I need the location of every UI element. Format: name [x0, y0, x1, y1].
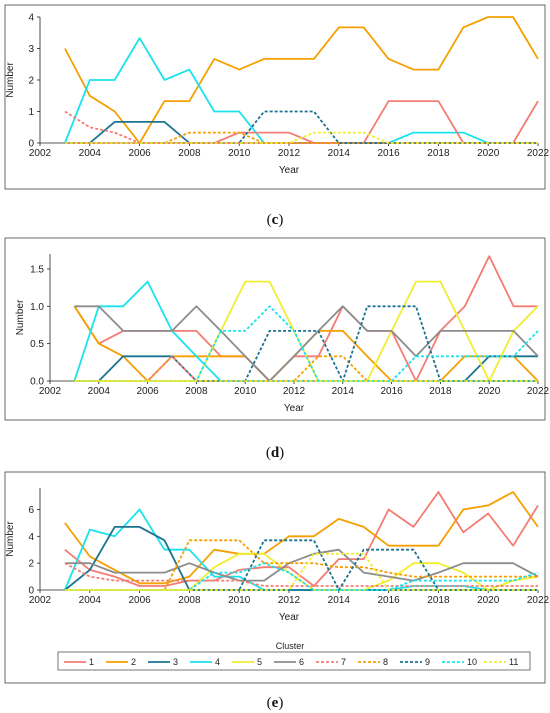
panel-e-caption: (e) — [267, 695, 284, 711]
d-y-tick-label: 1.5 — [30, 264, 44, 275]
c-y-tick-label: 3 — [28, 44, 34, 55]
d-y-tick-label: 0.5 — [30, 339, 44, 350]
e-y-axis-label: Number — [5, 521, 16, 557]
d-x-tick-label: 2016 — [380, 386, 403, 397]
e-x-tick-label: 2006 — [128, 595, 151, 606]
d-series-1-line — [73, 255, 538, 382]
d-x-tick-label: 2022 — [527, 386, 550, 397]
c-x-tick-label: 2010 — [228, 148, 251, 159]
c-series-3-line — [64, 121, 538, 144]
e-x-tick-label: 2002 — [29, 595, 52, 606]
c-series-11-line — [64, 131, 538, 144]
panel-c-chart: 2002 2004 2006 2008 2010 2012 2014 2016 2018 2020… — [4, 4, 550, 190]
d-x-tick-label: 2012 — [283, 386, 306, 397]
legend-label-10: 10 — [467, 657, 477, 667]
legend-label-6: 6 — [299, 657, 304, 667]
legend-label-9: 9 — [425, 657, 430, 667]
e-series-4-line — [64, 508, 538, 591]
e-series-6-line — [64, 548, 539, 582]
e-x-tick-label: 2014 — [328, 595, 351, 606]
c-y-tick-label: 0 — [28, 139, 34, 150]
e-y-tick-label: 6 — [28, 505, 34, 516]
e-series-10-line — [64, 562, 539, 591]
c-y-axis-label: Number — [5, 62, 16, 98]
legend-label-1: 1 — [89, 657, 94, 667]
d-series-6-line — [74, 305, 539, 382]
panel-e-frame — [4, 471, 546, 684]
c-x-tick-label: 2014 — [328, 148, 351, 159]
panel-d-frame — [4, 237, 546, 421]
legend-label-8: 8 — [383, 657, 388, 667]
e-y-tick-label: 2 — [28, 559, 34, 570]
d-y-tick-label: 0.0 — [30, 377, 44, 388]
cluster-legend: Cluster 1 2 3 4 5 6 7 8 9 10 11 — [57, 641, 531, 671]
d-x-axis-label: Year — [284, 403, 305, 414]
e-x-tick-label: 2008 — [178, 595, 201, 606]
e-x-tick-label: 2012 — [278, 595, 301, 606]
c-y-tick-label: 2 — [28, 76, 34, 87]
c-x-tick-label: 2002 — [29, 148, 52, 159]
e-x-tick-label: 2010 — [228, 595, 251, 606]
d-x-tick-label: 2010 — [234, 386, 257, 397]
d-y-axis-label: Number — [15, 299, 26, 335]
panel-e-chart: 2002 2004 2006 2008 2010 2012 2014 2016 2018 2020… — [4, 471, 550, 684]
e-x-axis-label: Year — [279, 612, 300, 623]
legend-box — [57, 651, 531, 671]
c-x-tick-label: 2006 — [128, 148, 151, 159]
e-x-tick-label: 2020 — [477, 595, 500, 606]
legend-label-7: 7 — [341, 657, 346, 667]
d-y-tick-label: 1.0 — [30, 302, 44, 313]
e-y-tick-label: 0 — [28, 586, 34, 597]
e-series-7-line — [64, 562, 538, 587]
c-x-tick-label: 2008 — [178, 148, 201, 159]
c-x-tick-label: 2020 — [477, 148, 500, 159]
c-x-tick-label: 2004 — [79, 148, 102, 159]
e-series-9-line — [64, 539, 538, 591]
d-x-tick-label: 2018 — [429, 386, 452, 397]
panel-c-frame — [4, 4, 546, 190]
panel-d-chart: 2002 2004 2006 2008 2010 2012 2014 2016 2018 2020… — [4, 237, 550, 421]
e-series-8-line — [64, 539, 538, 591]
legend-label-11: 11 — [509, 657, 518, 667]
e-x-tick-label: 2016 — [377, 595, 400, 606]
d-x-tick-label: 2020 — [478, 386, 501, 397]
d-x-tick-label: 2006 — [136, 386, 159, 397]
c-x-tick-label: 2018 — [427, 148, 450, 159]
e-series-2-line — [64, 491, 539, 585]
legend-label-5: 5 — [257, 657, 262, 667]
e-x-tick-label: 2022 — [527, 595, 550, 606]
e-series-1-line — [64, 491, 539, 587]
c-x-tick-label: 2022 — [527, 148, 550, 159]
e-y-tick-label: 4 — [28, 532, 34, 543]
e-series-5-line — [64, 552, 539, 591]
legend-label-2: 2 — [131, 657, 136, 667]
c-x-axis-label: Year — [279, 165, 300, 176]
c-series-9-line — [64, 110, 538, 144]
legend-label-3: 3 — [173, 657, 178, 667]
panel-c-caption: (c) — [267, 212, 284, 228]
e-series-11-line — [64, 552, 538, 591]
d-x-tick-label: 2008 — [185, 386, 208, 397]
e-x-tick-label: 2004 — [79, 595, 102, 606]
d-x-tick-label: 2002 — [39, 386, 62, 397]
c-series-4-line — [64, 37, 538, 144]
legend-label-4: 4 — [215, 657, 220, 667]
c-series-8-line — [64, 131, 538, 144]
d-x-tick-label: 2004 — [88, 386, 111, 397]
c-x-tick-label: 2012 — [278, 148, 301, 159]
c-series-7-line — [64, 110, 538, 144]
c-series-2-line — [64, 16, 539, 144]
legend-title: Cluster — [276, 641, 305, 651]
c-y-tick-label: 4 — [28, 13, 34, 24]
c-y-tick-label: 1 — [28, 107, 34, 118]
panel-d-caption: (d) — [266, 445, 284, 461]
e-x-tick-label: 2018 — [427, 595, 450, 606]
d-x-tick-label: 2014 — [332, 386, 355, 397]
c-x-tick-label: 2016 — [377, 148, 400, 159]
